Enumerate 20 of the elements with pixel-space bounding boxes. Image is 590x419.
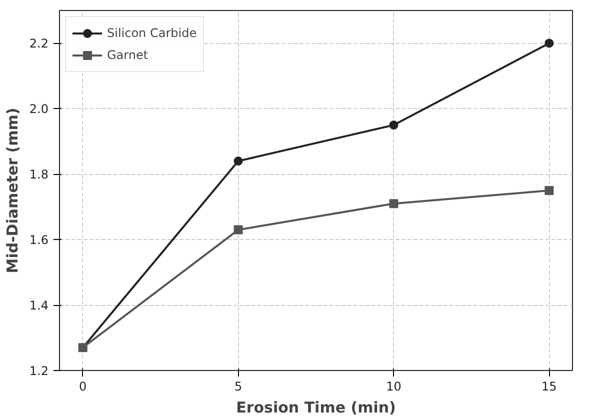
x-tick-label: 15 [542,380,557,394]
x-axis-title: Erosion Time (min) [236,398,396,416]
point [389,199,398,208]
y-tick-label: 1.4 [29,298,49,313]
point [544,186,554,195]
legend-label: Silicon Carbide [107,26,197,40]
y-axis-title: Mid-Diameter (mm) [3,108,22,274]
y-tick-label: 1.8 [29,168,49,182]
point [544,38,554,48]
x-tick-label: 10 [386,380,402,394]
y-tick-label: 2.0 [29,102,49,116]
y-tick-label: 2.2 [29,36,49,51]
point [234,156,243,166]
y-tick-label: 1.6 [29,233,49,248]
legend-label: Garnet [107,48,148,62]
y-tick-label: 1.2 [29,364,49,378]
x-tick-label: 5 [234,380,242,394]
point [234,225,243,234]
x-tick-label: 0 [79,380,87,394]
point [389,120,398,130]
